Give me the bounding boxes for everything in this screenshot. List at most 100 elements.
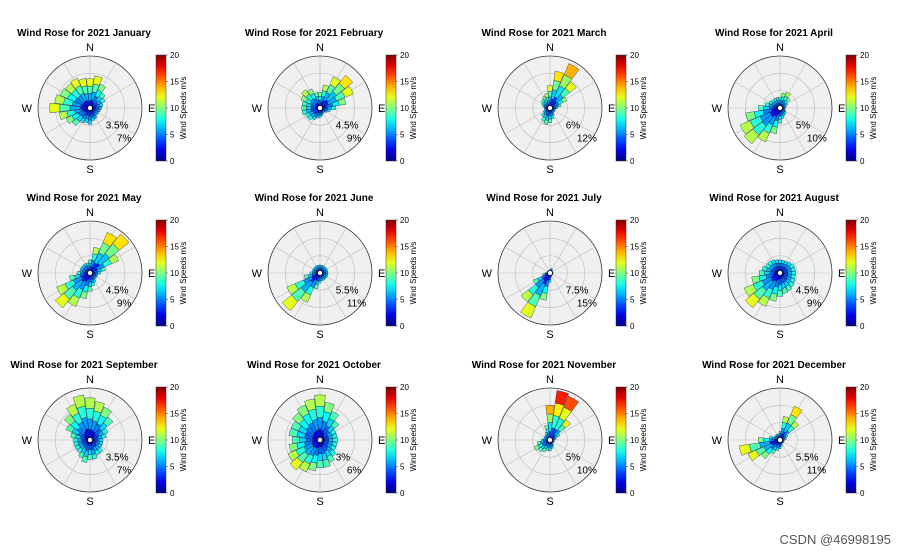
wedge-345deg (544, 93, 551, 109)
wedge-band (790, 266, 796, 272)
wedge-30deg (89, 232, 117, 274)
wedge-band (59, 88, 71, 99)
polar-grid-spoke (549, 272, 577, 319)
direction-label-s: S (776, 496, 783, 508)
wedge-band (770, 448, 776, 455)
wedge-60deg (89, 97, 106, 109)
colorbar-tick-label: 0 (860, 489, 865, 498)
radial-label: 6% (566, 120, 581, 131)
wedge-band (542, 109, 546, 113)
wedge-band (784, 91, 791, 98)
wedge-band (743, 284, 757, 297)
wedge-band (59, 104, 71, 112)
wedge-band (775, 447, 780, 451)
wedge-band (778, 259, 782, 264)
wedge-band (771, 99, 776, 104)
wedge-225deg (281, 272, 321, 312)
wedge-band (93, 114, 98, 119)
wedge-225deg (54, 272, 91, 309)
wedge-225deg (520, 272, 551, 303)
wedge-band (767, 260, 774, 267)
wedge-band (317, 453, 323, 461)
radial-label: 10% (577, 466, 597, 477)
wedge-band (540, 116, 546, 122)
wedge-band (313, 283, 319, 290)
wind-rose-9: Wind Rose for 2021 September N E S W 3.5% 7% 0 5… (10, 360, 188, 508)
direction-label-w: W (482, 435, 493, 447)
wedge-240deg (532, 272, 551, 285)
wedge-band (784, 105, 787, 108)
wind-rose-4: Wind Rose for 2021 April N E S W 5% 10% 0 5 10 15 2… (712, 28, 878, 176)
wedge-330deg (66, 403, 91, 441)
wedge-band (783, 260, 789, 266)
wind-rose-10: Wind Rose for 2021 October N E S W 3% 6% 0 5 10 15… (247, 360, 418, 508)
direction-label-e: E (378, 435, 385, 447)
wedge-255deg (739, 439, 781, 456)
wedge-band (71, 118, 80, 127)
colorbar-tick-label: 20 (860, 216, 869, 225)
colorbar-label: Wind Speeds m/s (869, 77, 878, 140)
wedge-75deg (319, 98, 346, 109)
direction-label-e: E (608, 268, 615, 280)
wind-rose-7: Wind Rose for 2021 July N E S W 7.5% 15% 0 5 10 15… (482, 193, 648, 341)
radial-label: 9% (117, 299, 132, 310)
colorbar-tick-label: 0 (630, 157, 635, 166)
colorbar-label: Wind Speeds m/s (409, 242, 418, 305)
wedge-band (98, 92, 106, 100)
colorbar-label: Wind Speeds m/s (639, 242, 648, 305)
wedge-band (768, 100, 773, 105)
wedge-135deg (779, 272, 795, 288)
wedge-band (69, 274, 76, 282)
radial-label: 7% (117, 134, 132, 145)
colorbar-tick-label: 0 (860, 157, 865, 166)
chart-title: Wind Rose for 2021 July (486, 193, 602, 204)
polar-grid-spoke (319, 107, 366, 135)
wedge-45deg (779, 420, 800, 441)
radial-label: 11% (347, 299, 366, 310)
polar-grid-spoke (504, 107, 551, 135)
wedge-band (560, 96, 568, 103)
colorbar-tick-label: 5 (630, 296, 635, 305)
wedge-210deg (520, 272, 551, 319)
direction-label-w: W (22, 103, 33, 115)
wedge-band (765, 263, 771, 269)
wedge-0deg (778, 431, 782, 441)
wedge-75deg (319, 433, 338, 441)
colorbar (385, 54, 397, 162)
direction-label-n: N (86, 42, 94, 54)
radial-label: 6% (347, 466, 362, 477)
wedge-45deg (319, 420, 340, 441)
colorbar-tick-label: 10 (400, 436, 409, 445)
colorbar-tick-label: 20 (170, 383, 179, 392)
chart-title: Wind Rose for 2021 August (709, 193, 839, 204)
colorbar-tick-label: 0 (400, 322, 405, 331)
wedge-15deg (89, 401, 105, 441)
wedge-band (65, 83, 76, 94)
radial-label: 3.5% (106, 120, 129, 131)
wedge-band (103, 416, 114, 427)
radial-label: 9% (347, 134, 362, 145)
center-marker (87, 270, 93, 276)
direction-label-w: W (482, 103, 493, 115)
wedge-band (314, 394, 326, 407)
wedge-band (317, 92, 323, 97)
center-marker (777, 270, 783, 276)
wedge-band (74, 444, 81, 451)
colorbar-tick-label: 0 (170, 489, 175, 498)
wedge-45deg (319, 74, 354, 109)
wedge-band (739, 444, 752, 456)
wedge-band (776, 290, 784, 297)
direction-label-n: N (316, 207, 324, 219)
colorbar-tick-label: 5 (400, 463, 405, 472)
wedge-band (73, 441, 79, 447)
wedge-210deg (298, 439, 321, 473)
wedge-band (775, 97, 780, 101)
wedge-band (332, 437, 338, 443)
colorbar-tick-label: 10 (630, 269, 639, 278)
colorbar-tick-label: 10 (630, 436, 639, 445)
wedge-band (329, 76, 341, 88)
wedge-band (92, 247, 100, 256)
watermark: CSDN @46998195 (779, 532, 891, 547)
center-marker (317, 437, 323, 443)
wedge-band (70, 77, 81, 89)
